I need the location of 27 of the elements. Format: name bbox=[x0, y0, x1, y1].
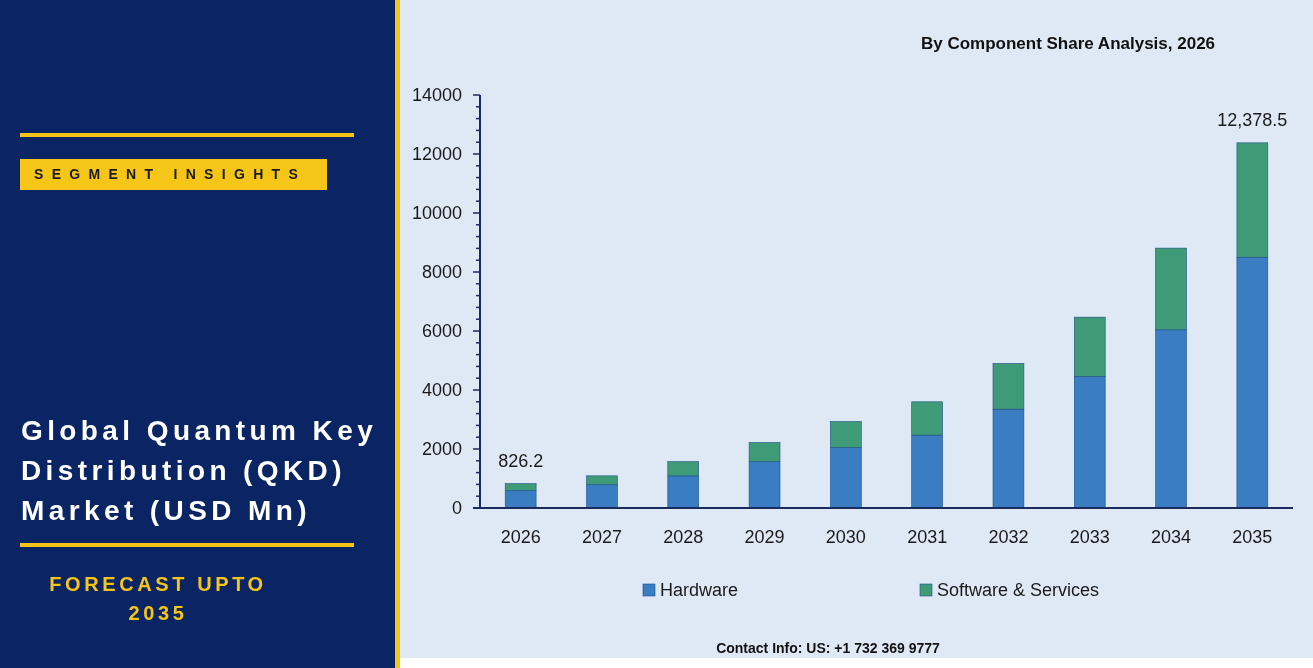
chart-subtitle: By Component Share Analysis, 2026 bbox=[920, 34, 1216, 53]
x-tick-label: 2032 bbox=[988, 527, 1029, 547]
x-tick-label: 2027 bbox=[581, 527, 622, 547]
text: Contact Info: US: +1 732 369 9777 bbox=[716, 640, 941, 656]
x-tick-label: 2029 bbox=[744, 527, 785, 547]
text: FORECAST UPTO 2035 bbox=[48, 572, 268, 626]
x-tick-label: 2031 bbox=[907, 527, 948, 547]
x-tick-label: 2033 bbox=[1069, 527, 1110, 547]
legend-label: Software & Services bbox=[937, 580, 1100, 600]
text: SEGMENT INSIGHTS bbox=[34, 165, 307, 184]
total-label: 12,378.5 bbox=[1217, 109, 1288, 130]
x-tick-label: 2028 bbox=[663, 527, 704, 547]
text: Global Quantum Key Distribution (QKD) Market (USD Mn) bbox=[21, 414, 379, 528]
y-tick-label: 8000 bbox=[421, 262, 462, 282]
x-tick-label: 2035 bbox=[1232, 527, 1273, 547]
y-tick-label: 4000 bbox=[421, 380, 462, 400]
legend-label: Hardware bbox=[660, 580, 739, 600]
y-tick-label: 10000 bbox=[411, 203, 462, 223]
x-tick-label: 2034 bbox=[1151, 527, 1192, 547]
y-tick-label: 14000 bbox=[411, 85, 462, 105]
x-tick-label: 2030 bbox=[825, 527, 866, 547]
y-tick-label: 0 bbox=[451, 498, 462, 518]
y-tick-label: 12000 bbox=[411, 144, 462, 164]
y-tick-label: 6000 bbox=[421, 321, 462, 341]
total-label: 826.2 bbox=[498, 450, 544, 471]
y-tick-label: 2000 bbox=[421, 439, 462, 459]
x-tick-label: 2026 bbox=[500, 527, 541, 547]
